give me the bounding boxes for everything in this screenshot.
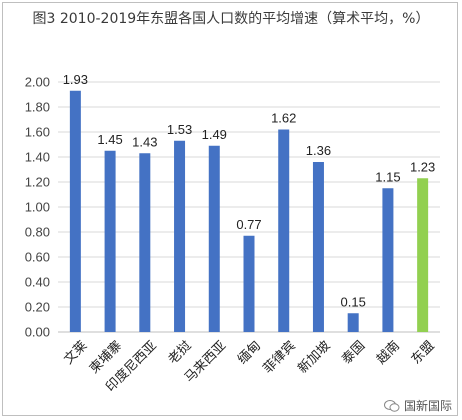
data-label: 1.15: [375, 169, 400, 184]
y-tick-label: 0.60: [25, 250, 50, 265]
bar-1: [69, 90, 81, 332]
chart-title: 图3 2010-2019年东盟各国人口数的平均增速（算术平均，%）: [32, 11, 430, 27]
wechat-icon: [383, 399, 400, 412]
watermark: 国新国际: [383, 397, 452, 414]
bar-8: [312, 162, 324, 332]
y-tick-label: 0.00: [25, 325, 50, 340]
watermark-text: 国新国际: [403, 399, 452, 413]
data-label: 0.77: [236, 217, 261, 232]
bar-7: [278, 129, 290, 332]
x-tick-label: 泰国: [339, 338, 368, 367]
x-tick-label: 菲律宾: [260, 338, 299, 377]
bar-6: [243, 235, 255, 332]
y-tick-label: 1.20: [25, 175, 50, 190]
y-tick-label: 1.60: [25, 125, 50, 140]
bar-10: [382, 188, 394, 332]
x-tick-label: 文莱: [61, 338, 90, 367]
x-tick-label: 东盟: [409, 338, 438, 367]
data-label: 1.23: [410, 159, 435, 174]
y-tick-label: 1.80: [25, 100, 50, 115]
bar-5: [208, 145, 220, 332]
x-tick-label: 新加坡: [295, 338, 334, 377]
data-label: 1.45: [97, 132, 122, 147]
data-label: 1.53: [167, 122, 192, 137]
y-tick-label: 0.40: [25, 275, 50, 290]
data-label: 0.15: [341, 294, 366, 309]
data-label: 1.43: [132, 134, 157, 149]
bar-11: [417, 178, 429, 332]
x-tick-label: 老挝: [166, 338, 195, 367]
x-tick-label: 缅甸: [235, 338, 264, 367]
bar-4: [174, 140, 186, 332]
data-label: 1.36: [306, 143, 331, 158]
bar-9: [347, 313, 359, 332]
data-label: 1.62: [271, 111, 296, 126]
data-label: 1.93: [63, 72, 88, 87]
x-tick-label: 越南: [373, 338, 403, 368]
y-tick-label: 0.80: [25, 225, 50, 240]
bar-2: [104, 150, 116, 332]
y-tick-label: 1.00: [25, 200, 50, 215]
data-label: 1.49: [202, 127, 227, 142]
y-tick-label: 0.20: [25, 300, 50, 315]
y-tick-label: 2.00: [25, 75, 50, 90]
bar-3: [139, 153, 151, 332]
y-tick-label: 1.40: [25, 150, 50, 165]
